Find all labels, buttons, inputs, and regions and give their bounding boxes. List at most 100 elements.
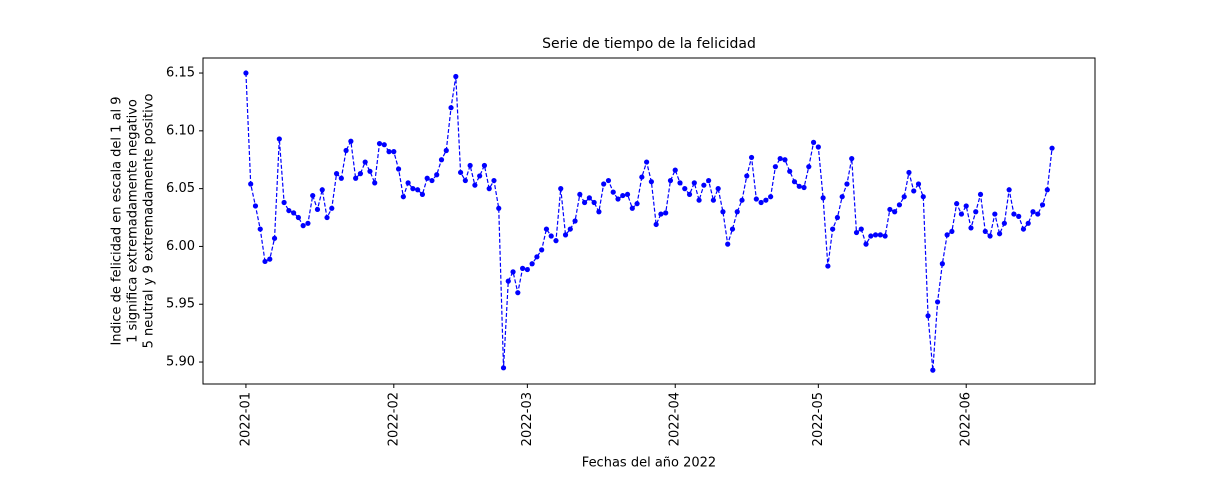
data-point [348, 138, 354, 144]
data-point [696, 197, 702, 203]
data-point [333, 171, 340, 177]
data-point [553, 238, 559, 244]
data-point [715, 186, 721, 192]
data-point [605, 177, 612, 184]
data-point [386, 149, 392, 155]
data-point [787, 168, 793, 174]
data-point [1049, 145, 1055, 151]
x-tick-label: 2022-06 [959, 392, 974, 446]
data-point [362, 159, 368, 165]
data-point [252, 203, 259, 209]
data-point [596, 209, 602, 215]
data-point [977, 191, 984, 198]
data-point [582, 199, 588, 206]
data-point [825, 263, 831, 269]
x-tick-label: 2022-05 [811, 392, 826, 446]
data-point [672, 167, 678, 173]
y-tick-label: 5.90 [166, 355, 195, 370]
x-tick-label: 2022-03 [520, 392, 535, 446]
data-point [949, 228, 955, 235]
data-point [796, 183, 802, 189]
data-point [376, 140, 383, 147]
x-axis-label: Fechas del año 2022 [582, 456, 716, 471]
data-point [610, 189, 616, 195]
y-tick-label: 6.15 [166, 66, 195, 81]
data-point [477, 173, 483, 179]
data-point [381, 142, 387, 148]
data-point [982, 228, 988, 235]
data-point [853, 229, 860, 236]
y-tick-label: 6.00 [166, 239, 195, 254]
data-point [939, 261, 945, 267]
data-point [1016, 213, 1022, 219]
data-point [748, 154, 755, 161]
data-point [438, 157, 445, 163]
y-tick-label: 6.05 [166, 181, 195, 196]
data-point [543, 226, 550, 232]
data-point [357, 171, 364, 177]
data-point [457, 169, 464, 176]
data-point [329, 205, 335, 211]
data-point [1044, 187, 1050, 193]
data-point [887, 206, 893, 213]
data-point [310, 192, 316, 199]
data-point [534, 254, 540, 260]
data-point [720, 209, 726, 215]
data-point [314, 206, 321, 213]
data-point [624, 191, 631, 198]
data-point [639, 174, 645, 180]
data-point [996, 231, 1003, 237]
data-point [911, 188, 917, 194]
data-point [734, 209, 740, 215]
data-point [915, 181, 922, 187]
data-point [429, 177, 435, 184]
data-point [963, 203, 969, 209]
data-point [343, 147, 349, 154]
data-point [434, 172, 440, 178]
data-point [839, 194, 845, 200]
data-point [1025, 220, 1031, 226]
data-point [686, 191, 693, 198]
data-point [481, 162, 488, 169]
data-point [896, 202, 903, 208]
data-point [572, 218, 578, 224]
data-point [1030, 209, 1036, 215]
data-point [882, 233, 888, 239]
y-axis-label: 5 neutral y 9 extremadamente positivo [142, 94, 157, 349]
data-point [768, 194, 774, 200]
data-point [500, 365, 507, 371]
data-point [510, 269, 516, 275]
y-axis-label: 1 significa extremadamente negativo [126, 99, 141, 343]
data-point [548, 233, 554, 239]
data-point [276, 136, 282, 142]
data-point [710, 197, 716, 203]
data-point [968, 225, 974, 231]
data-point [992, 211, 998, 217]
data-point [954, 201, 960, 207]
data-point [634, 201, 640, 207]
data-point [944, 232, 950, 238]
data-point [391, 149, 397, 155]
data-point [906, 169, 912, 176]
data-point [415, 187, 421, 193]
data-point [644, 159, 650, 165]
data-point [901, 194, 907, 200]
data-point [987, 233, 993, 239]
data-point [925, 313, 931, 319]
data-point [295, 214, 302, 221]
data-point [567, 226, 573, 232]
data-point [973, 209, 979, 215]
data-point [1001, 220, 1007, 226]
data-point [395, 166, 402, 172]
data-point [667, 177, 674, 184]
data-point [286, 207, 292, 214]
data-point [658, 211, 664, 217]
plot-frame [202, 57, 1096, 385]
data-point [763, 197, 769, 203]
data-point [300, 223, 306, 229]
data-point [920, 194, 926, 200]
data-point [725, 241, 731, 247]
data-point [815, 144, 821, 150]
data-point [1039, 202, 1046, 208]
